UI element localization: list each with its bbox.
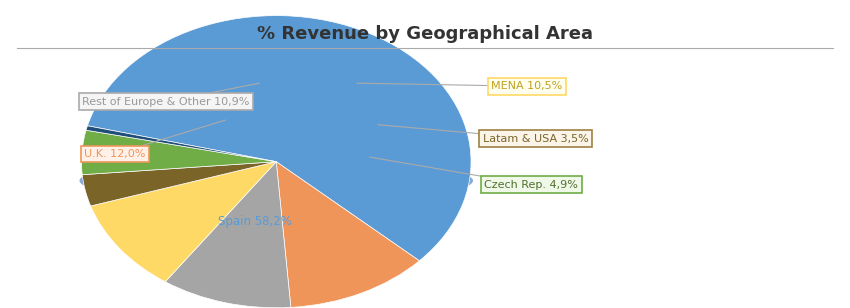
- Text: Latam & USA 3,5%: Latam & USA 3,5%: [483, 134, 588, 144]
- Wedge shape: [165, 162, 291, 308]
- Text: U.K. 12,0%: U.K. 12,0%: [84, 149, 145, 159]
- Wedge shape: [88, 16, 471, 261]
- Wedge shape: [86, 126, 276, 162]
- Wedge shape: [82, 162, 276, 206]
- Wedge shape: [276, 162, 419, 307]
- Text: Czech Rep. 4,9%: Czech Rep. 4,9%: [484, 180, 578, 190]
- Wedge shape: [82, 130, 276, 175]
- Text: Rest of Europe & Other 10,9%: Rest of Europe & Other 10,9%: [82, 97, 249, 107]
- Text: Spain 58,2%: Spain 58,2%: [218, 215, 292, 228]
- Text: MENA 10,5%: MENA 10,5%: [491, 81, 563, 91]
- Ellipse shape: [80, 158, 473, 204]
- Text: % Revenue by Geographical Area: % Revenue by Geographical Area: [257, 25, 593, 43]
- Wedge shape: [91, 162, 276, 282]
